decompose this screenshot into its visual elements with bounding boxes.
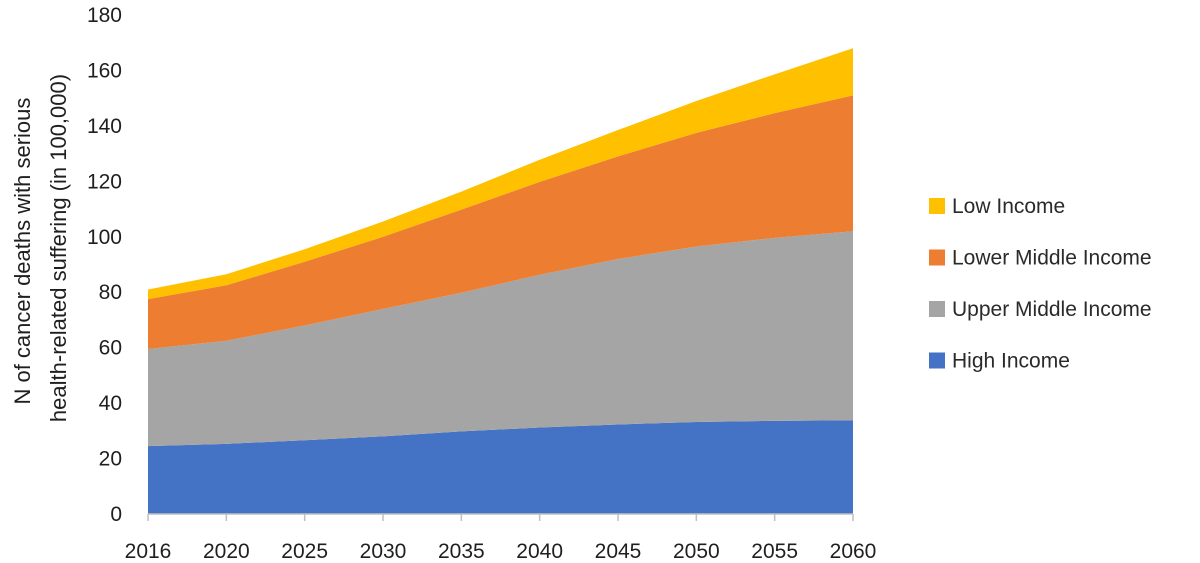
y-tick-label: 160 (87, 59, 122, 82)
y-tick-label: 40 (99, 392, 122, 415)
x-tick-label: 2045 (595, 540, 642, 563)
x-axis-ticks: 2016 2020 2025 2030 2035 2040 2045 2050 2055 2060 (125, 514, 877, 563)
legend-swatch-low-income (929, 198, 945, 214)
y-tick-label: 180 (87, 4, 122, 27)
y-tick-label: 20 (99, 448, 122, 471)
axes: 2016 2020 2025 2030 2035 2040 2045 2050 2055 2060… (87, 4, 876, 563)
y-axis-ticks: 0 20 40 60 80 100 120 140 160 180 (87, 4, 122, 526)
legend-swatch-lower-middle-income (929, 249, 945, 266)
y-tick-label: 100 (87, 226, 122, 249)
legend-label-lower-middle-income: Lower Middle Income (952, 247, 1152, 270)
y-tick-label: 80 (99, 281, 122, 304)
x-tick-label: 2060 (830, 540, 877, 563)
y-tick-label: 140 (87, 115, 122, 138)
legend-swatch-high-income (929, 352, 945, 369)
y-tick-label: 60 (99, 337, 122, 360)
x-tick-label: 2025 (281, 540, 328, 563)
y-axis-label-line-1: N of cancer deaths with serious (10, 98, 35, 405)
y-tick-label: 120 (87, 170, 122, 193)
x-tick-label: 2020 (203, 540, 250, 563)
area-layer (148, 48, 853, 514)
x-tick-label: 2035 (438, 540, 485, 563)
x-tick-label: 2055 (751, 540, 798, 563)
legend-label-upper-middle-income: Upper Middle Income (952, 298, 1152, 321)
y-axis-label-line-2: health-related suffering (in 100,000) (46, 74, 71, 422)
legend-label-high-income: High Income (952, 350, 1070, 373)
y-axis-label: N of cancer deaths with serious health-r… (10, 74, 71, 422)
legend-label-low-income: Low Income (952, 195, 1065, 218)
x-tick-label: 2016 (125, 540, 172, 563)
x-tick-label: 2040 (516, 540, 563, 563)
x-tick-label: 2030 (360, 540, 407, 563)
legend: Low Income Lower Middle Income Upper Middl… (929, 195, 1152, 373)
y-tick-label: 0 (110, 503, 122, 526)
area-upper-middle-income (148, 231, 853, 447)
area-low-income (148, 48, 853, 300)
x-tick-label: 2050 (673, 540, 720, 563)
legend-swatch-upper-middle-income (929, 301, 945, 317)
area-lower-middle-income (148, 95, 853, 350)
area-high-income (148, 420, 853, 514)
